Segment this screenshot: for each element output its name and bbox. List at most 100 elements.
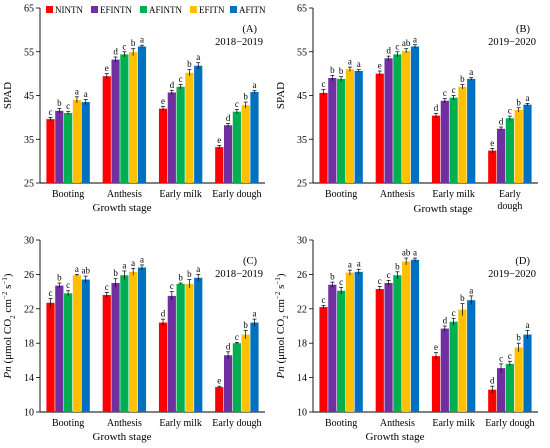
bar — [514, 347, 523, 412]
significance-letter: c — [170, 281, 174, 291]
bar — [449, 321, 458, 412]
significance-letter: c — [66, 280, 70, 290]
bar — [46, 302, 55, 412]
x-tick-label: Early milk — [159, 418, 202, 429]
bar — [241, 105, 250, 183]
bar — [250, 92, 259, 183]
x-tick-label: Early dough — [485, 418, 534, 429]
bar — [467, 300, 476, 412]
significance-letter: b — [516, 333, 521, 343]
panel-label: (D) — [515, 256, 530, 267]
bar — [523, 334, 532, 412]
bar — [319, 92, 328, 183]
bar — [384, 283, 393, 412]
significance-letter: c — [508, 351, 512, 361]
significance-letter: b — [395, 261, 400, 271]
bar — [81, 279, 90, 412]
significance-letter: b — [330, 272, 335, 282]
significance-letter: c — [387, 270, 391, 280]
significance-letter: c — [452, 308, 456, 318]
bar — [46, 119, 55, 183]
bar — [328, 284, 337, 412]
bar — [176, 86, 185, 183]
bar — [72, 275, 82, 412]
y-axis-title: SPAD — [2, 82, 14, 109]
season-label: 2018−2019 — [215, 269, 263, 280]
significance-letter: a — [140, 254, 144, 264]
y-axis-title-part: 2 — [282, 315, 290, 319]
significance-letter: b — [460, 74, 465, 84]
bar — [232, 343, 241, 412]
significance-letter: a — [525, 320, 529, 330]
x-tick-label: Anthesis — [380, 189, 415, 200]
significance-letter: b — [243, 92, 248, 102]
x-tick-label: Anthesis — [107, 418, 142, 429]
significance-letter: b — [57, 273, 62, 283]
x-tick-label: Booting — [325, 189, 357, 200]
y-tick-label: 14 — [24, 373, 34, 384]
y-axis-title-part: (μmol CO — [275, 319, 287, 367]
y-axis-title-part: s — [2, 285, 14, 292]
significance-letter: a — [122, 260, 126, 270]
y-axis-title: SPAD — [275, 82, 287, 109]
bar — [167, 92, 176, 183]
significance-letter: b — [187, 269, 192, 279]
panel-label: (A) — [242, 24, 257, 35]
bar — [440, 328, 449, 412]
y-axis-title-part: Pn — [275, 366, 287, 380]
y-axis-title-part: (μmol CO — [2, 319, 14, 367]
legend-swatch — [46, 6, 53, 13]
y-tick-label: 55 — [24, 47, 34, 58]
y-axis-title-part: −2 — [274, 291, 282, 299]
panel-label: (B) — [516, 24, 531, 35]
x-tick-label: Early milk — [159, 189, 202, 200]
bar — [223, 125, 233, 183]
bar — [488, 150, 497, 183]
bar — [384, 58, 393, 183]
bar — [449, 97, 458, 183]
y-tick-label: 18 — [24, 339, 34, 350]
bar — [129, 271, 138, 412]
bar — [241, 334, 250, 412]
x-axis-title: Growth stage — [93, 431, 152, 443]
bar — [523, 104, 532, 183]
bar — [431, 356, 441, 412]
significance-letter: ab — [402, 38, 411, 48]
bar — [505, 118, 514, 183]
bar — [176, 283, 185, 412]
significance-letter: c — [508, 106, 512, 116]
y-tick-label: 10 — [24, 408, 34, 419]
significance-letter: d — [113, 47, 118, 57]
legend-label: AFITN — [239, 5, 266, 15]
bar — [194, 277, 203, 412]
season-label: 2019−2020 — [488, 269, 536, 280]
significance-letter: d — [443, 316, 448, 326]
significance-letter: b — [516, 97, 521, 107]
significance-letter: c — [499, 353, 503, 363]
bar — [120, 275, 129, 412]
bar — [319, 307, 328, 412]
x-axis-title: Growth stage — [366, 431, 425, 443]
x-axis-title: Growth stage — [414, 203, 473, 215]
bar — [215, 147, 224, 183]
y-tick-label: 18 — [297, 339, 307, 350]
significance-letter: a — [252, 309, 256, 319]
significance-letter: d — [490, 376, 495, 386]
x-tick-label: Anthesis — [380, 418, 415, 429]
bar — [496, 368, 506, 412]
bar — [375, 289, 384, 412]
significance-letter: b — [113, 268, 118, 278]
y-axis-title-part: ) — [275, 273, 287, 277]
bar — [514, 109, 523, 183]
y-tick-label: 22 — [24, 304, 34, 315]
significance-letter: ab — [402, 248, 411, 258]
significance-letter: a — [469, 67, 473, 77]
y-axis-title: Pn (μmol CO2 cm−2 s−1) — [274, 273, 290, 379]
bar — [496, 128, 506, 183]
y-tick-label: 22 — [297, 304, 307, 315]
panel-label: (C) — [243, 256, 258, 267]
significance-letter: e — [434, 342, 438, 352]
bar — [250, 322, 259, 412]
significance-letter: b — [243, 320, 248, 330]
